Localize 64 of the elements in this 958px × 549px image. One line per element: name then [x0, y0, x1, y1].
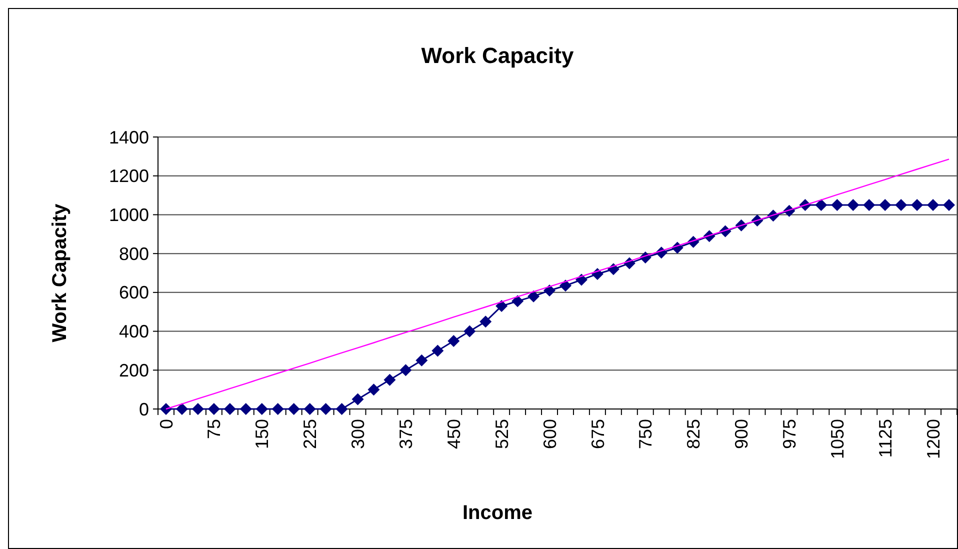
- point: [384, 374, 396, 386]
- y-tick-label: 200: [118, 360, 149, 380]
- point: [863, 199, 876, 211]
- point: [448, 335, 460, 347]
- y-tick-label: 1200: [108, 166, 149, 186]
- point: [879, 199, 892, 211]
- x-tick-label: 225: [300, 419, 320, 450]
- point: [927, 199, 940, 211]
- point: [416, 354, 428, 366]
- x-tick-label: 525: [492, 419, 512, 450]
- point: [256, 403, 268, 415]
- x-tick-label: 975: [780, 419, 800, 450]
- point: [368, 384, 380, 396]
- point: [336, 403, 348, 415]
- x-tick-label: 825: [684, 419, 704, 450]
- y-tick-label: 800: [118, 244, 149, 264]
- point: [575, 274, 588, 286]
- x-tick-label: 75: [204, 419, 224, 440]
- point: [559, 280, 572, 292]
- point: [320, 403, 332, 415]
- point: [911, 199, 924, 211]
- x-tick-label: 675: [588, 419, 608, 450]
- point: [208, 403, 220, 415]
- point: [815, 199, 828, 211]
- point: [272, 403, 284, 415]
- y-tick-label: 1400: [108, 127, 149, 148]
- point: [512, 295, 524, 308]
- point: [528, 290, 540, 302]
- point: [288, 403, 300, 415]
- point: [831, 199, 844, 211]
- x-tick-label: 150: [252, 419, 272, 450]
- point: [847, 199, 860, 211]
- point: [176, 403, 188, 415]
- point: [224, 403, 236, 415]
- x-axis-title: Income: [462, 502, 533, 524]
- x-tick-label: 1050: [827, 419, 848, 460]
- y-tick-label: 600: [118, 282, 149, 303]
- y-tick-label: 1000: [108, 205, 149, 226]
- point: [432, 344, 444, 357]
- point: [160, 403, 172, 415]
- x-tick-label: 1200: [923, 419, 944, 460]
- x-tick-label: 600: [540, 419, 560, 450]
- point: [192, 403, 204, 415]
- chart-title: Work Capacity: [421, 43, 574, 68]
- point: [895, 199, 908, 211]
- point: [496, 300, 508, 312]
- point: [480, 316, 492, 328]
- y-tick-label: 0: [138, 399, 149, 420]
- x-tick-label: 750: [636, 419, 656, 450]
- x-tick-label: 0: [156, 419, 176, 430]
- x-tick-label: 300: [348, 419, 368, 450]
- point: [240, 403, 252, 415]
- point: [544, 284, 556, 296]
- x-tick-label: 450: [444, 419, 464, 450]
- point: [943, 199, 956, 211]
- point: [304, 403, 316, 415]
- point: [464, 325, 476, 338]
- y-tick-label: 400: [118, 322, 149, 342]
- x-tick-label: 375: [396, 419, 416, 450]
- x-tick-label: 1125: [875, 419, 896, 458]
- y-axis-title: Work Capacity: [49, 202, 71, 342]
- point: [352, 393, 364, 406]
- x-tick-label: 900: [732, 419, 752, 450]
- point: [400, 364, 412, 376]
